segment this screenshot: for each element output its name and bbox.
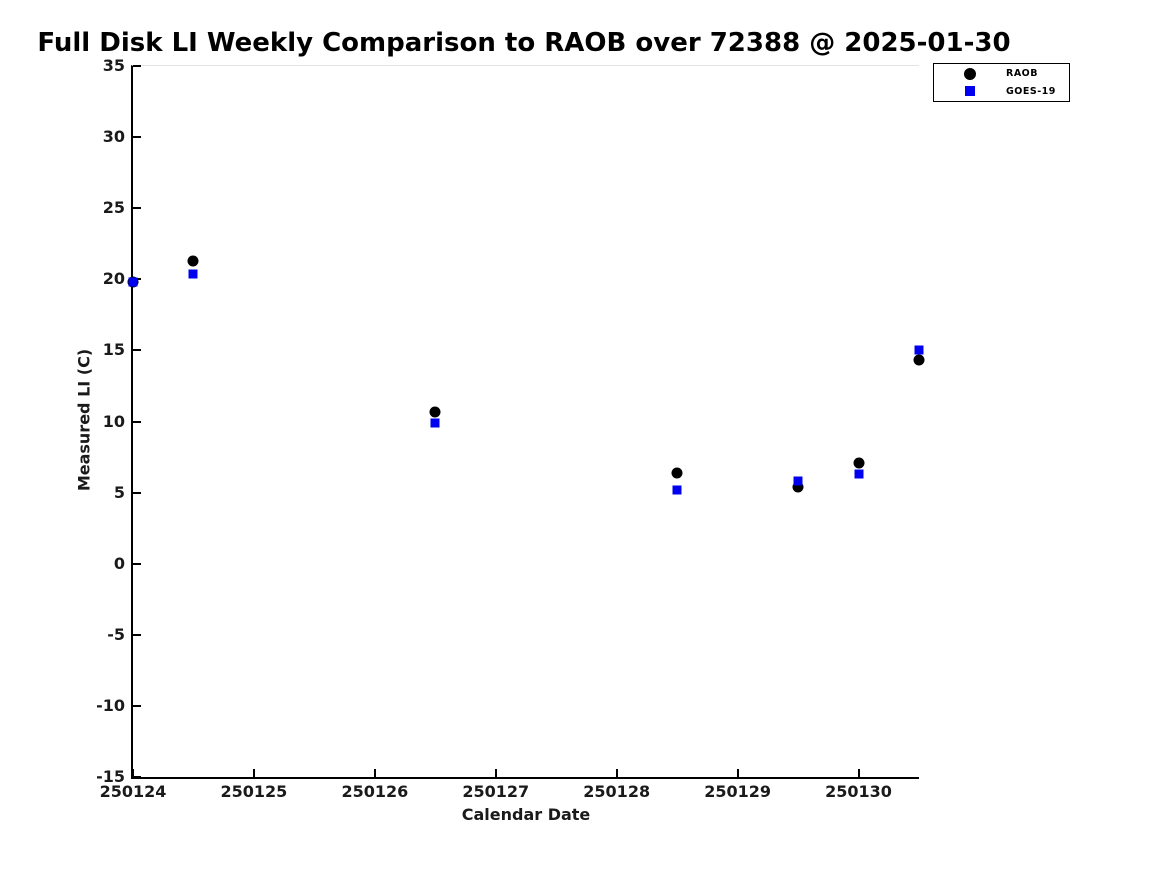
y-tick	[133, 207, 141, 210]
chart-title: Full Disk LI Weekly Comparison to RAOB o…	[37, 28, 1011, 58]
y-tick	[133, 420, 141, 423]
point-goes-19	[793, 476, 803, 486]
point-goes-19	[854, 469, 864, 479]
plot-area: Calendar Date 35 30 25 20 15 10 5 0 -5 -10 -15 2501…	[96, 56, 925, 824]
point-raob	[671, 467, 683, 479]
point-goes-19	[672, 485, 682, 495]
point-raob	[792, 481, 804, 493]
point-raob	[913, 354, 925, 366]
point-raob	[853, 457, 865, 469]
y-tick-label: 30	[102, 127, 125, 147]
point-raob	[429, 406, 441, 418]
x-tick-label: 250130	[825, 782, 892, 801]
y-tick-label: 10	[102, 411, 125, 431]
y-tick-label: 0	[113, 553, 125, 573]
x-tick	[494, 769, 497, 777]
x-tick-label: 250125	[220, 782, 288, 801]
x-tick-label: 250126	[341, 782, 409, 801]
point-goes-19	[188, 269, 198, 279]
y-tick	[133, 776, 141, 778]
legend-circle-icon	[964, 67, 976, 80]
x-axis-label: Calendar Date	[461, 805, 591, 824]
y-tick	[133, 491, 141, 494]
point-goes-19	[430, 418, 440, 428]
y-tick-label: 25	[102, 198, 125, 218]
x-tick-label: 250124	[99, 782, 167, 801]
x-tick	[615, 769, 618, 777]
legend: RAOB GOES-19	[933, 63, 1070, 102]
point-goes-19	[914, 345, 924, 355]
x-tick-label: 250129	[704, 782, 771, 801]
y-tick-label: 5	[113, 482, 125, 502]
x-tick	[373, 769, 376, 777]
x-tick-label: 250127	[462, 782, 530, 801]
legend-item-raob: RAOB	[934, 66, 1069, 82]
y-tick-label: 15	[102, 340, 125, 360]
x-tick	[736, 769, 739, 777]
legend-marker-cell	[934, 67, 1006, 80]
legend-item-goes-19: GOES-19	[934, 83, 1069, 99]
y-tick-label: -15	[96, 767, 125, 786]
y-tick	[133, 349, 141, 352]
point-goes-19	[128, 277, 138, 287]
y-tick-label: -5	[107, 624, 125, 644]
x-tick	[132, 769, 134, 777]
x-tick-label: 250128	[583, 782, 651, 801]
y-tick	[133, 704, 141, 707]
legend-label: GOES-19	[1006, 85, 1056, 97]
legend-label: RAOB	[1006, 68, 1038, 80]
y-tick	[133, 633, 141, 636]
y-tick	[133, 562, 141, 565]
y-tick-label: 20	[102, 269, 125, 289]
x-tick	[252, 769, 255, 777]
point-raob	[187, 255, 199, 267]
y-tick-label: -10	[96, 695, 125, 715]
x-tick	[857, 769, 860, 777]
y-tick	[133, 65, 141, 67]
legend-square-icon	[965, 86, 975, 97]
y-tick-label: 35	[102, 56, 125, 75]
y-tick	[133, 136, 141, 139]
legend-marker-cell	[934, 86, 1006, 97]
